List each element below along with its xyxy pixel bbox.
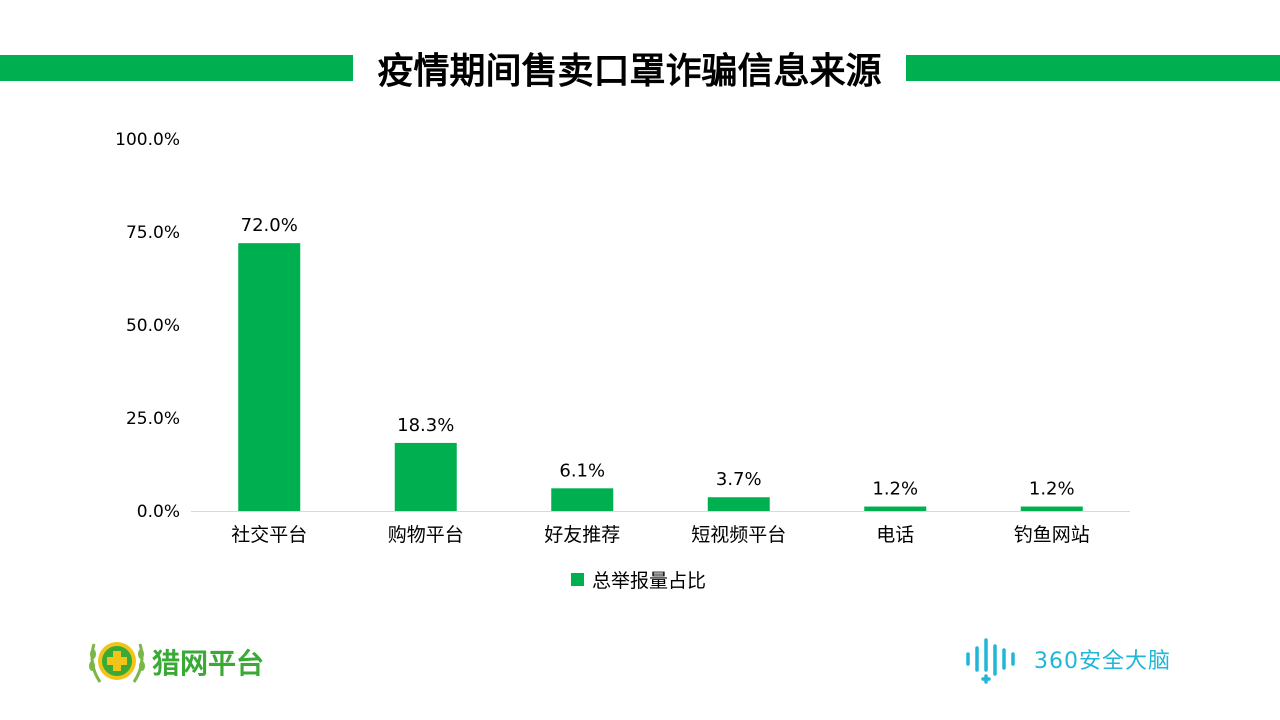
data-label: 3.7% [716, 469, 762, 490]
legend-swatch [571, 572, 584, 586]
x-category-label: 社交平台 [231, 524, 307, 546]
y-tick-label: 50.0% [126, 316, 180, 336]
bar [238, 243, 301, 511]
data-label: 72.0% [241, 215, 298, 236]
x-category-label: 购物平台 [388, 524, 464, 546]
x-category-label: 钓鱼网站 [1014, 524, 1090, 546]
lieWang-logo: 猎网平台 [86, 634, 264, 690]
title-band-left [0, 55, 353, 81]
data-label: 1.2% [872, 479, 918, 500]
bar [551, 488, 614, 511]
title-band-right [906, 55, 1280, 81]
chart-legend: 总举报量占比 [571, 567, 707, 592]
y-tick-label: 25.0% [126, 409, 180, 429]
y-tick-label: 100.0% [115, 130, 180, 150]
brain360-logo: 360安全大脑 [964, 634, 1171, 684]
brain360-logo-text: 360安全大脑 [1034, 649, 1171, 674]
y-tick-label: 75.0% [126, 223, 180, 243]
x-category-label: 短视频平台 [691, 524, 786, 546]
sound-wave-icon [966, 638, 1015, 684]
bar [1020, 506, 1083, 511]
data-label: 1.2% [1029, 479, 1075, 500]
shield-plus-icon [89, 642, 145, 683]
page-title: 疫情期间售卖口罩诈骗信息来源 [377, 51, 882, 92]
data-label: 6.1% [559, 460, 605, 481]
bar [864, 506, 927, 511]
lieWang-logo-text: 猎网平台 [152, 647, 265, 680]
legend-label: 总举报量占比 [592, 569, 707, 592]
x-category-label: 电话 [876, 524, 914, 546]
data-label: 18.3% [397, 415, 454, 436]
y-tick-label: 0.0% [137, 502, 180, 522]
x-category-label: 好友推荐 [544, 524, 620, 546]
bar [707, 497, 770, 511]
bar [394, 442, 457, 511]
